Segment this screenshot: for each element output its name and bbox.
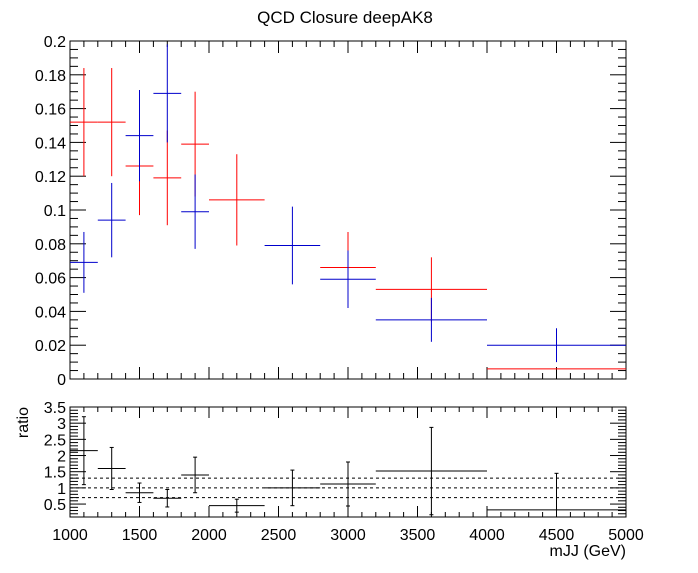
main-y-tick-label: 0.02 xyxy=(35,338,66,355)
ratio-y-tick-label: 2.5 xyxy=(44,432,66,449)
ratio-plot-ticks xyxy=(69,406,627,518)
main-series-1 xyxy=(70,44,626,363)
main-y-tick-label: 0 xyxy=(57,372,66,389)
x-tick-label: 3500 xyxy=(400,527,436,544)
main-y-tick-label: 0.12 xyxy=(35,169,66,186)
main-plot-ticks xyxy=(69,40,627,380)
main-y-tick-label: 0.08 xyxy=(35,237,66,254)
x-tick-label: 2000 xyxy=(191,527,227,544)
ratio-y-tick-label: 0.5 xyxy=(44,497,66,514)
x-tick-label: 1000 xyxy=(52,527,88,544)
ratio-y-tick-label: 3 xyxy=(57,416,66,433)
x-axis-title: mJJ (GeV) xyxy=(550,543,626,560)
x-tick-labels: 1000 1500 2000 2500 3000 3500 4000 4500 5000 xyxy=(52,527,644,544)
x-tick-label: 5000 xyxy=(608,527,644,544)
ratio-plot-series xyxy=(70,416,626,518)
main-y-tick-label: 0.06 xyxy=(35,271,66,288)
ratio-series-0 xyxy=(70,416,626,518)
ratio-y-tick-label: 3.5 xyxy=(44,400,66,417)
ratio-y-tick-label: 1.5 xyxy=(44,465,66,482)
main-plot-series xyxy=(70,44,626,370)
main-y-tick-label: 0.1 xyxy=(44,203,66,220)
x-tick-label: 4500 xyxy=(539,527,575,544)
main-y-tick-label: 0.04 xyxy=(35,304,66,321)
main-y-tick-label: 0.16 xyxy=(35,102,66,119)
ratio-y-tick-label: 2 xyxy=(57,449,66,466)
main-y-tick-label: 0.14 xyxy=(35,135,66,152)
main-y-tick-label: 0.2 xyxy=(44,34,66,51)
ratio-y-tick-label: 1 xyxy=(57,481,66,498)
chart-title: QCD Closure deepAK8 xyxy=(257,8,433,27)
x-tick-label: 3000 xyxy=(330,527,366,544)
x-tick-label: 1500 xyxy=(122,527,158,544)
ratio-y-axis-title: ratio xyxy=(15,407,32,438)
main-y-tick-label: 0.18 xyxy=(35,68,66,85)
ratio-y-tick-labels: 0.511.522.533.5 xyxy=(44,400,66,514)
main-y-tick-labels: 0 0.02 0.04 0.06 0.08 0.1 0.12 0.14 0.16 0.18 0.2 xyxy=(35,34,66,389)
x-tick-label: 4000 xyxy=(469,527,505,544)
x-tick-label: 2500 xyxy=(261,527,297,544)
